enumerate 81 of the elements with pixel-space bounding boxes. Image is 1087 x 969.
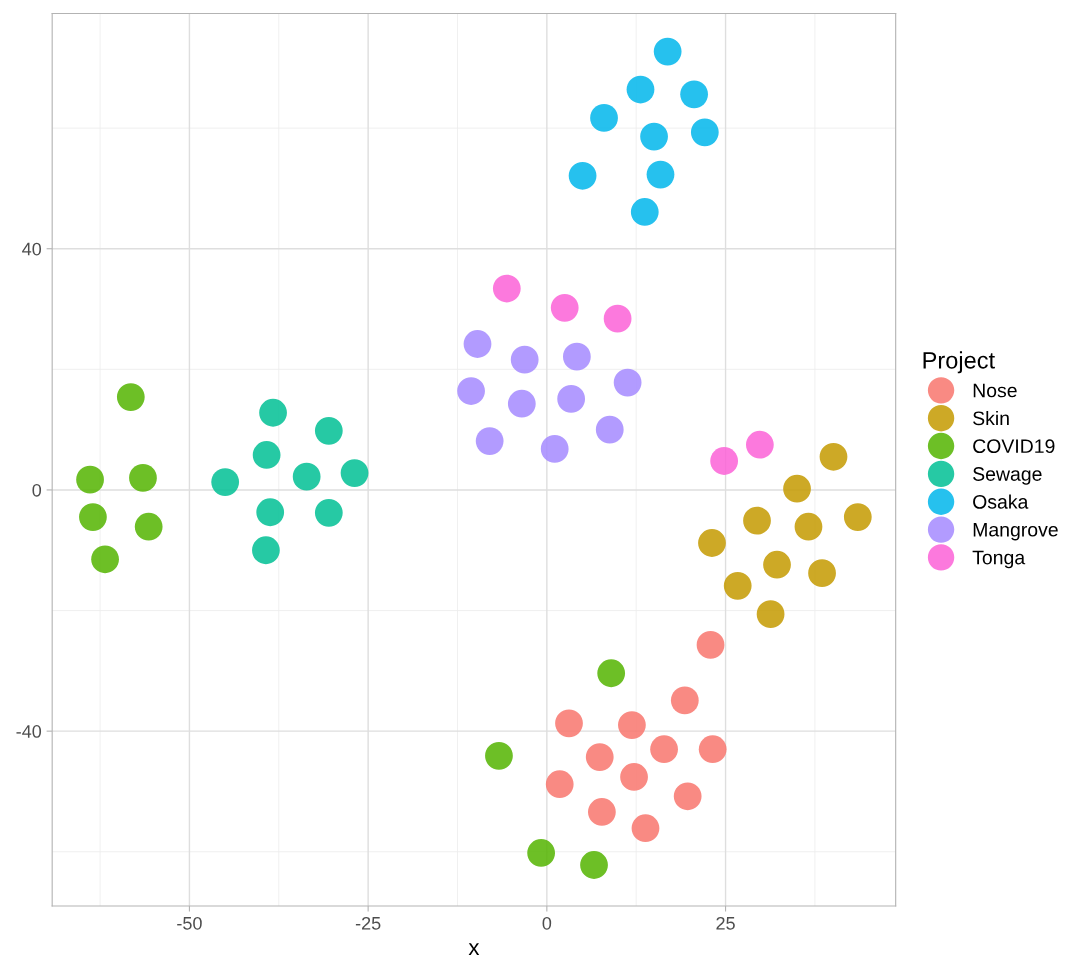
point — [134, 512, 163, 541]
point — [794, 512, 823, 541]
point — [710, 447, 739, 475]
point — [743, 506, 771, 535]
point — [252, 536, 280, 565]
point — [555, 709, 583, 738]
x-tick-label: -25 — [355, 916, 381, 930]
point — [485, 741, 513, 770]
point — [698, 735, 727, 764]
point — [129, 463, 157, 492]
x-tick-label: 25 — [716, 916, 735, 930]
point — [314, 416, 343, 445]
point — [252, 441, 281, 469]
point — [597, 659, 626, 688]
point — [562, 342, 591, 371]
point — [763, 550, 791, 579]
point — [613, 368, 642, 397]
point — [603, 304, 632, 333]
legend-label: Sewage — [973, 467, 1042, 485]
point — [211, 468, 240, 496]
point — [557, 385, 586, 413]
point — [457, 377, 485, 405]
y-tick-label: 40 — [22, 242, 42, 256]
point — [256, 498, 285, 527]
legend-label: Nose — [973, 383, 1017, 398]
point — [340, 459, 369, 487]
point — [568, 161, 597, 190]
point — [292, 462, 321, 491]
point — [595, 415, 624, 444]
point — [550, 293, 579, 322]
point — [673, 782, 702, 811]
point — [843, 503, 872, 531]
point — [580, 851, 608, 879]
point — [690, 118, 719, 147]
point — [116, 383, 145, 411]
point — [808, 559, 836, 588]
point — [650, 735, 678, 764]
point — [527, 839, 556, 867]
point — [819, 442, 848, 471]
legend-label: Mangrove — [973, 523, 1058, 541]
point — [646, 160, 675, 189]
point — [680, 80, 708, 109]
point — [79, 503, 107, 531]
point — [630, 198, 659, 226]
point — [698, 529, 726, 557]
point — [585, 743, 614, 771]
point — [670, 686, 699, 715]
point — [620, 763, 648, 791]
point — [475, 427, 504, 455]
point — [640, 122, 668, 151]
point — [259, 398, 287, 427]
point — [545, 770, 574, 799]
point — [76, 465, 104, 494]
legend-label: Tonga — [972, 550, 1026, 569]
point — [631, 814, 660, 843]
point — [756, 600, 785, 629]
point — [723, 571, 752, 600]
legend-label: COVID19 — [973, 439, 1055, 454]
x-tick-label: -50 — [177, 916, 202, 930]
point — [463, 330, 492, 358]
point — [696, 631, 725, 659]
point — [590, 104, 618, 132]
point — [91, 545, 119, 574]
x-tick-label: 0 — [542, 916, 552, 930]
point — [507, 389, 536, 418]
legend-label: Osaka — [973, 494, 1029, 509]
point — [653, 37, 682, 66]
x-axis-title: x — [468, 943, 480, 955]
point — [626, 75, 655, 104]
point — [314, 498, 343, 527]
y-tick-label: 0 — [32, 483, 42, 497]
point — [588, 798, 616, 826]
legend-title: Project — [923, 351, 995, 374]
point — [540, 435, 569, 463]
legend-label: Skin — [973, 410, 1009, 426]
point — [745, 430, 774, 459]
y-tick-label: -40 — [16, 725, 42, 738]
point — [618, 711, 646, 739]
point — [492, 274, 521, 303]
point — [783, 474, 811, 503]
point — [510, 345, 539, 374]
